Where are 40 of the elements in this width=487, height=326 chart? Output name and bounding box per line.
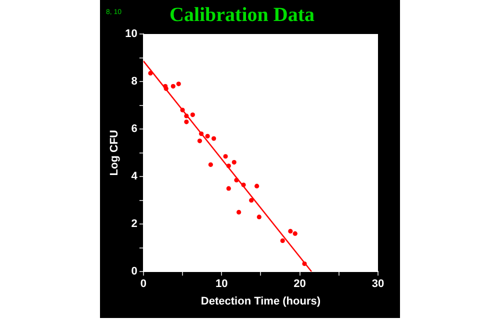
- point: [148, 70, 153, 76]
- point: [249, 198, 254, 203]
- point: [256, 214, 262, 220]
- point: [226, 186, 231, 191]
- x-tick-label: 10: [216, 278, 228, 290]
- y-tick-label: 0: [131, 266, 138, 278]
- x-axis-title: Detection Time (hours): [200, 295, 321, 308]
- x-tick-label: 0: [140, 278, 146, 290]
- chart-title: Calibration Data: [170, 4, 314, 26]
- y-tick-label: 8: [131, 76, 138, 88]
- x-tick-label: 30: [372, 278, 384, 290]
- point: [212, 136, 216, 141]
- point: [190, 112, 195, 118]
- y-tick-label: 10: [125, 28, 138, 40]
- point: [184, 114, 189, 118]
- point: [205, 134, 210, 138]
- point: [302, 261, 307, 266]
- point: [197, 138, 202, 144]
- y-axis-title: Log CFU: [108, 130, 121, 176]
- point: [280, 238, 285, 244]
- point: [232, 160, 236, 165]
- point: [198, 131, 204, 136]
- point: [170, 84, 176, 89]
- point: [184, 120, 189, 124]
- point: [223, 154, 228, 159]
- point: [208, 162, 213, 167]
- point: [234, 178, 239, 182]
- point: [176, 82, 181, 86]
- y-tick-label: 4: [131, 170, 138, 183]
- x-tick-label: 20: [294, 278, 306, 290]
- point: [164, 86, 168, 91]
- point: [241, 182, 246, 188]
- point: [292, 231, 298, 236]
- point: [180, 108, 185, 112]
- point: [288, 228, 293, 234]
- point: [254, 184, 260, 188]
- y-tick-label: 2: [131, 218, 138, 230]
- point: [226, 164, 231, 168]
- point: [236, 210, 242, 214]
- y-tick-label: 6: [131, 123, 138, 136]
